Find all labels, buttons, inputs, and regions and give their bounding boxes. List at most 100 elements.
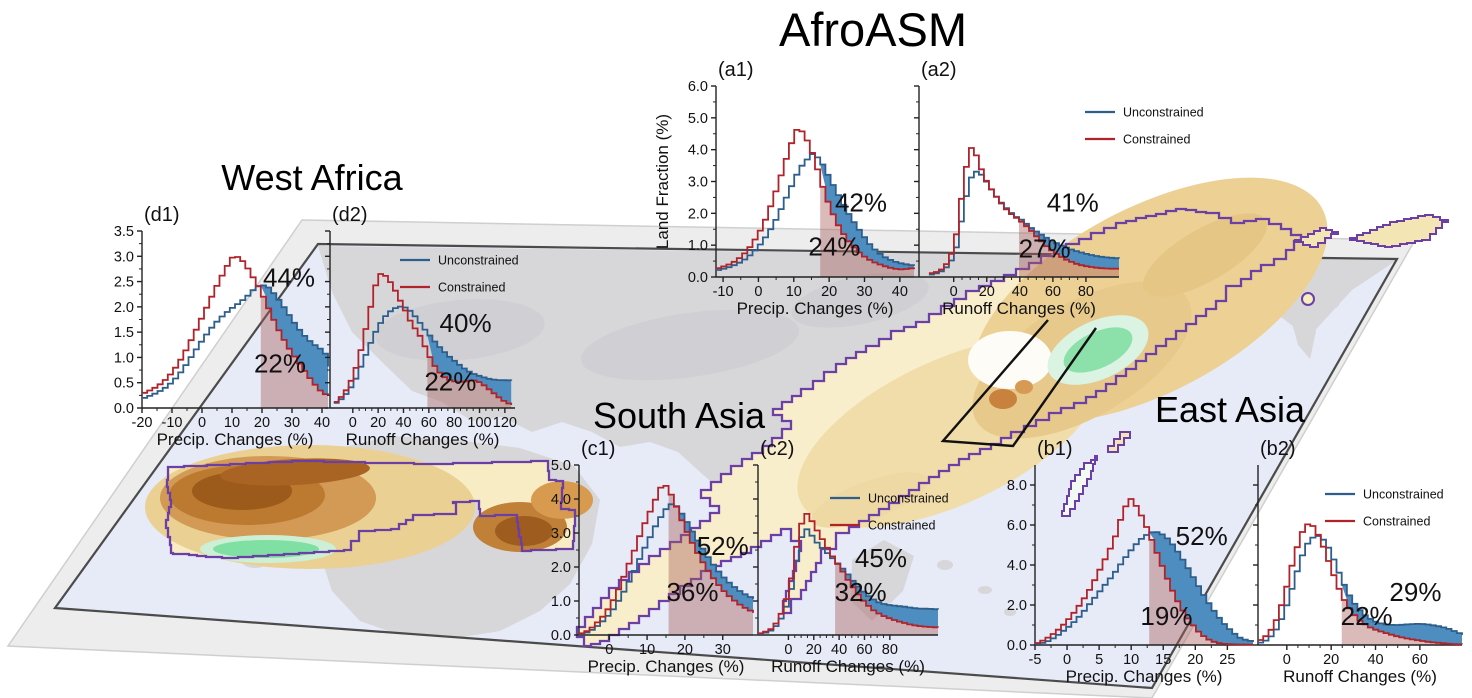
curve-unconstrained xyxy=(1035,531,1254,645)
region-west-africa-contours xyxy=(145,445,593,569)
x-tick-label: 20 xyxy=(370,415,386,431)
axes xyxy=(914,85,1119,282)
annotation-unconstrained-pct: 29% xyxy=(1389,577,1441,607)
y-axis-title: Land Fraction (%) xyxy=(653,114,672,249)
region-title-south-asia: South Asia xyxy=(592,395,766,436)
panel-b1: -5 0 5 10 15 20 25 0.0 2.0 4.0 6.0 8.0 (b1) Precip. C… xyxy=(1007,438,1254,686)
region-island xyxy=(1349,214,1449,248)
y-tick-label: 1.0 xyxy=(688,238,708,254)
y-tick-label: 2.0 xyxy=(688,206,708,222)
x-tick-label: 0 xyxy=(784,642,792,658)
x-tick-label: 10 xyxy=(639,642,655,658)
panel-a2: 0 20 40 60 80 (a2) Runoff Changes (%) 41% 27% Unc… xyxy=(914,59,1204,318)
legend-constrained-label: Constrained xyxy=(868,519,935,533)
continent-3 xyxy=(1290,286,1316,359)
annotation-constrained-pct: 22% xyxy=(1341,601,1393,631)
curve-constrained xyxy=(758,513,939,635)
x-tick-label: 0 xyxy=(605,642,613,658)
y-tick-label: 6.0 xyxy=(1007,518,1027,534)
fill-constrained xyxy=(427,357,512,408)
y-tick-label: 0.0 xyxy=(1007,638,1027,654)
panel-a1: -10 0 10 20 30 40 0.0 1.0 2.0 3.0 4.0 5.0 6.0 (a1) Pre… xyxy=(653,59,915,318)
panel-label: (b1) xyxy=(1037,438,1073,460)
x-tick-label: 40 xyxy=(892,284,908,300)
x-tick-label: 25 xyxy=(1219,652,1235,668)
contour-patch xyxy=(1015,380,1033,394)
x-tick-label: 40 xyxy=(1367,652,1383,668)
x-axis-title: Precip. Changes (%) xyxy=(1066,667,1223,686)
region-island xyxy=(1294,227,1339,248)
y-tick-label: 4.0 xyxy=(1007,558,1027,574)
panel-c2: 0 20 40 60 80 (c2) Runoff Changes (%) 45% 32% Unc… xyxy=(753,438,949,676)
x-tick-label: 20 xyxy=(979,284,995,300)
fill-unconstrained xyxy=(427,335,512,405)
y-tick-label: 4.0 xyxy=(688,143,708,159)
annotation-unconstrained-pct: 52% xyxy=(697,531,749,561)
annotation-unconstrained-pct: 45% xyxy=(855,543,907,573)
x-tick-label: 0 xyxy=(1063,652,1071,668)
curve-unconstrained xyxy=(333,305,513,404)
axes xyxy=(753,464,938,640)
y-tick-label: 4.0 xyxy=(551,492,571,508)
x-tick-label: 20 xyxy=(821,284,837,300)
x-tick-label: 20 xyxy=(1187,652,1203,668)
contour-patch xyxy=(495,516,553,546)
x-tick-label: 0 xyxy=(754,284,762,300)
axes xyxy=(1253,465,1462,650)
legend-constrained-label: Constrained xyxy=(1363,515,1430,529)
x-tick-label: 100 xyxy=(467,415,491,431)
legend-unconstrained-label: Unconstrained xyxy=(868,492,949,506)
annotation-constrained-pct: 32% xyxy=(835,577,887,607)
panel-d1: -20 -10 0 10 20 30 40 0.0 0.5 1.0 1.5 2.0 2.5 3.0 3.5 (… xyxy=(114,204,330,449)
annotation-constrained-pct: 22% xyxy=(424,366,476,396)
region-west-africa-outline xyxy=(164,459,577,560)
terrain-shade xyxy=(375,299,545,361)
terrain-shade xyxy=(580,309,800,381)
y-tick-label: 1.0 xyxy=(551,594,571,610)
axes xyxy=(711,85,914,282)
curve-unconstrained xyxy=(142,284,329,399)
curve-unconstrained xyxy=(1258,535,1463,644)
x-tick-label: -10 xyxy=(713,284,734,300)
x-tick-label: 0 xyxy=(1283,652,1291,668)
x-tick-label: 20 xyxy=(806,642,822,658)
y-tick-label: 2.0 xyxy=(1007,598,1027,614)
x-tick-label: 40 xyxy=(395,415,411,431)
curve-constrained xyxy=(1258,523,1463,646)
contour-patch xyxy=(1063,327,1133,373)
contour-patch xyxy=(220,458,370,486)
y-tick-label: 1.0 xyxy=(114,350,134,366)
y-tick-label: 1.5 xyxy=(114,325,134,341)
y-tick-label: 3.0 xyxy=(114,249,134,265)
legend: Unconstrained Constrained xyxy=(830,492,949,533)
y-tick-label: 2.0 xyxy=(114,300,134,316)
legend: Unconstrained Constrained xyxy=(1085,106,1204,147)
fill-constrained xyxy=(820,186,914,277)
annotation-constrained-pct: 22% xyxy=(254,349,306,379)
region-afroasm-outline xyxy=(575,207,1303,648)
panel-label: (d2) xyxy=(332,204,368,226)
y-tick-label: 5.0 xyxy=(688,111,708,127)
annotation-unconstrained-pct: 42% xyxy=(835,188,887,218)
y-tick-label: 2.5 xyxy=(114,275,134,291)
annotation-constrained-pct: 36% xyxy=(666,577,718,607)
panel-label: (d1) xyxy=(144,204,180,226)
curve-unconstrained xyxy=(579,503,754,635)
x-axis-title: Runoff Changes (%) xyxy=(346,430,500,449)
y-tick-label: 3.5 xyxy=(114,224,134,240)
curve-constrained xyxy=(1035,498,1253,646)
x-tick-label: 5 xyxy=(1095,652,1103,668)
island xyxy=(937,560,953,570)
region-island-ring xyxy=(1301,292,1315,306)
panel-label: (a1) xyxy=(718,59,754,81)
panel-label: (b2) xyxy=(1260,438,1296,460)
x-tick-label: -10 xyxy=(162,415,183,431)
region-island xyxy=(1061,455,1098,517)
region-title-west-africa: West Africa xyxy=(221,157,403,198)
fill-unconstrained xyxy=(260,285,328,396)
axes xyxy=(1030,465,1253,650)
panel-b2: 0 20 40 60 (b2) Runoff Changes (%) 29%22% Uncon… xyxy=(1253,438,1463,686)
